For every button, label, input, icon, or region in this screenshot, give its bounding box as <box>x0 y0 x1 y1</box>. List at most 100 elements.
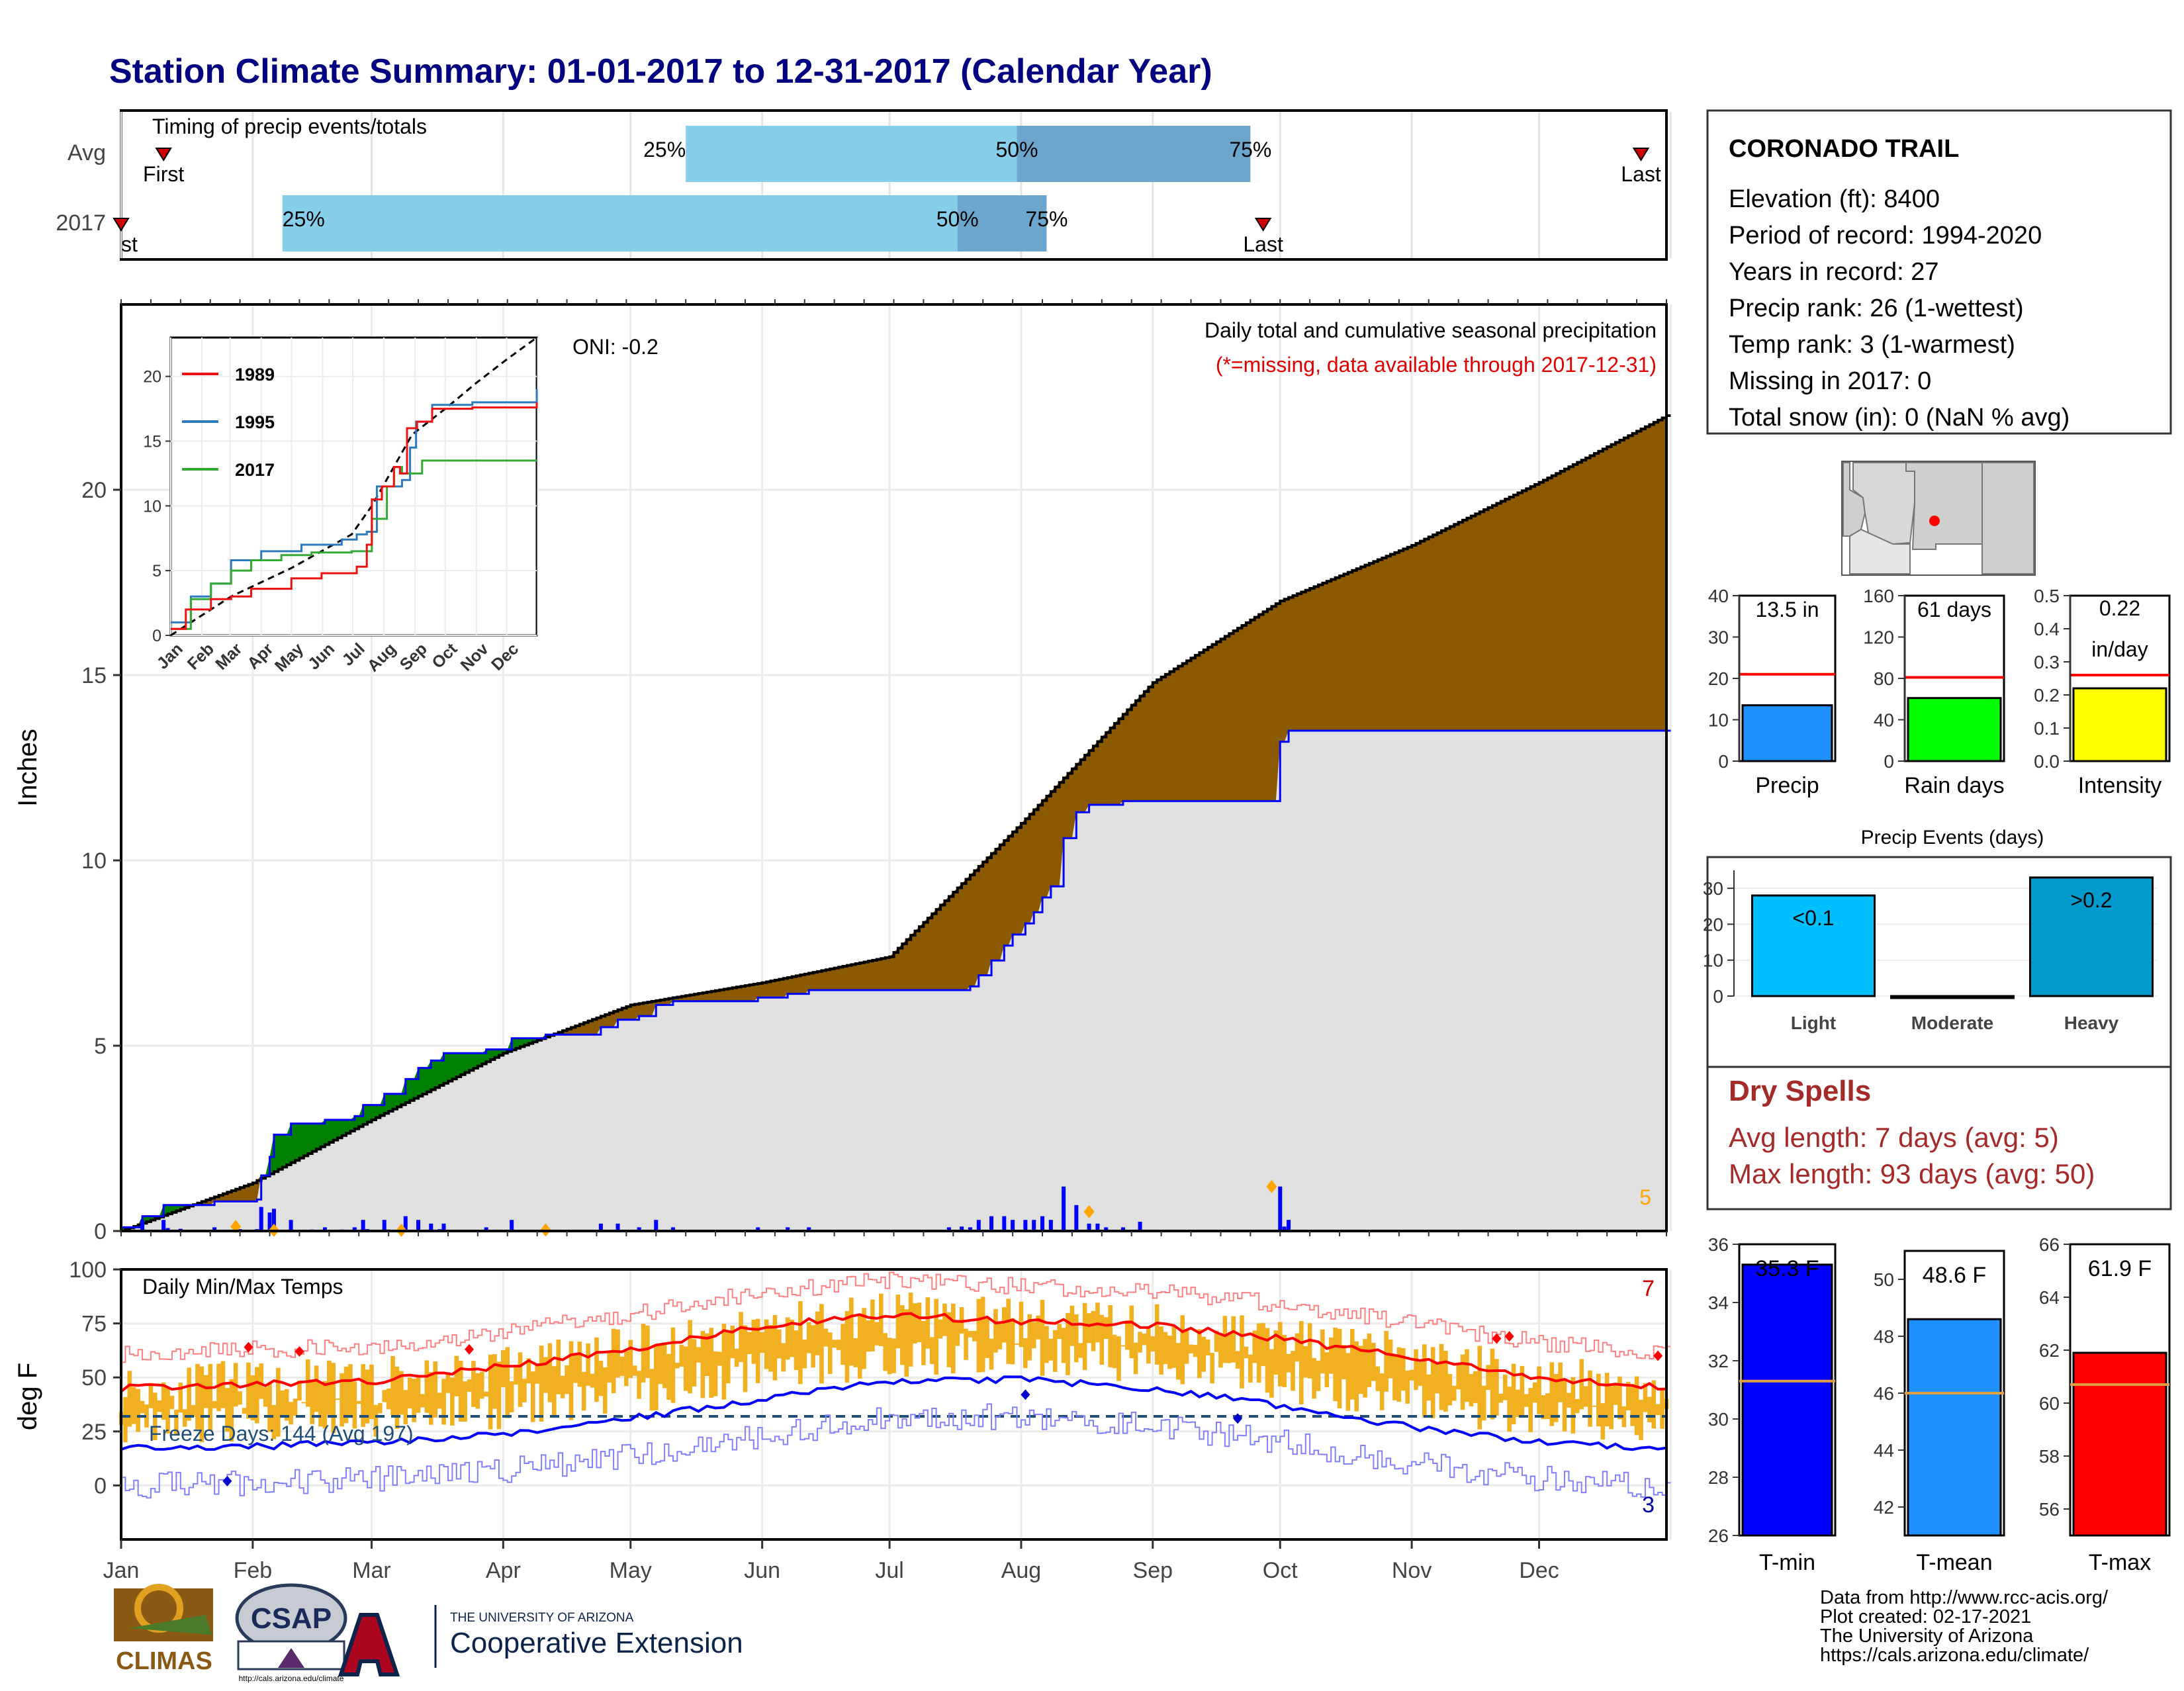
daily-temp-range-bar <box>212 1400 217 1408</box>
daily-temp-range-bar <box>1498 1393 1504 1403</box>
daily-precip-bar <box>212 1227 217 1231</box>
first-event-marker <box>113 218 130 232</box>
timing-bar-50-75 <box>1017 126 1251 182</box>
daily-temp-range-bar <box>178 1383 183 1413</box>
daily-temp-range-bar <box>768 1324 773 1372</box>
daily-temp-range-bar <box>284 1389 289 1421</box>
daily-temp-range-bar <box>1392 1355 1397 1400</box>
daily-temp-range-bar <box>348 1364 353 1418</box>
daily-temp-range-bar <box>891 1338 896 1373</box>
daily-temp-range-bar <box>250 1375 255 1420</box>
last-event-marker <box>1632 148 1650 161</box>
daily-temp-range-bar <box>1091 1310 1096 1351</box>
daily-temp-range-bar <box>611 1328 616 1394</box>
month-label: Jun <box>744 1558 780 1583</box>
daily-temp-range-bar <box>1052 1330 1058 1372</box>
daily-temp-range-bar <box>1261 1323 1265 1366</box>
info-line-temp-rank: Temp rank: 3 (1-warmest) <box>1729 331 2015 359</box>
daily-precip-bar <box>654 1220 659 1231</box>
temp-summary-category-label: T-max <box>2089 1550 2151 1575</box>
mini-bar-tick-label: 120 <box>1863 627 1894 648</box>
daily-precip-bar <box>484 1227 488 1231</box>
events-category-label: Moderate <box>1911 1013 1993 1033</box>
daily-temp-range-bar <box>1269 1349 1274 1398</box>
daily-temp-range-bar <box>993 1308 998 1353</box>
daily-precip-bar <box>271 1209 276 1231</box>
inset-y-tick-label: 20 <box>143 368 161 387</box>
precip-y-label: Inches <box>13 729 42 807</box>
daily-temp-range-bar <box>1299 1320 1304 1404</box>
precip-base-area <box>121 731 1666 1231</box>
daily-temp-range-bar <box>1486 1365 1490 1391</box>
daily-temp-range-bar <box>1154 1304 1160 1365</box>
last-event-label: Last <box>1243 232 1283 256</box>
inset-y-tick-label: 0 <box>152 627 161 645</box>
daily-temp-range-bar <box>1193 1345 1198 1357</box>
daily-temp-range-bar <box>199 1366 205 1443</box>
daily-temp-range-bar <box>985 1317 989 1358</box>
daily-temp-range-bar <box>972 1330 977 1342</box>
month-label: Dec <box>1519 1558 1559 1583</box>
timing-p75-label: 75% <box>1025 207 1068 231</box>
temp-y-tick-label: 50 <box>81 1365 107 1391</box>
temp-summary-value-label: 48.6 F <box>1923 1263 1986 1288</box>
daily-temp-range-bar <box>938 1319 943 1339</box>
daily-temp-range-bar <box>565 1365 569 1394</box>
daily-temp-range-bar <box>887 1338 892 1375</box>
daily-temp-range-bar <box>1469 1373 1474 1406</box>
daily-temp-range-bar <box>1396 1347 1402 1402</box>
daily-temp-range-bar <box>182 1409 187 1427</box>
daily-temp-range-bar <box>1146 1328 1151 1364</box>
daily-temp-range-bar <box>1108 1305 1113 1367</box>
ua-name-small: THE UNIVERSITY OF ARIZONA <box>450 1611 634 1625</box>
precip-missing-note: (*=missing, data available through 2017-… <box>1216 353 1657 377</box>
temp-label: Daily Min/Max Temps <box>142 1275 343 1299</box>
daily-temp-range-bar <box>169 1395 175 1410</box>
daily-temp-range-bar <box>1609 1386 1614 1430</box>
daily-temp-range-bar <box>428 1372 433 1425</box>
month-label: May <box>610 1558 652 1583</box>
daily-temp-range-bar <box>1082 1303 1087 1370</box>
daily-precip-bar <box>1087 1223 1091 1231</box>
temp-summary-category-label: T-mean <box>1916 1550 1992 1575</box>
daily-temp-range-bar <box>1125 1320 1130 1350</box>
daily-temp-range-bar <box>1214 1330 1219 1352</box>
daily-temp-range-bar <box>1286 1353 1291 1373</box>
daily-temp-range-bar <box>1248 1354 1253 1383</box>
ua-a-icon <box>338 1613 400 1676</box>
daily-temp-range-bar <box>1197 1329 1202 1379</box>
daily-temp-range-bar <box>1660 1389 1664 1429</box>
daily-temp-range-bar <box>1443 1350 1448 1412</box>
csap-logo-text: CSAP <box>251 1602 332 1635</box>
mini-bar-tick-label: 160 <box>1863 586 1894 606</box>
daily-temp-range-bar <box>679 1344 684 1367</box>
dry-spells-box: Dry Spells Avg length: 7 days (avg: 5) M… <box>1706 1066 2172 1211</box>
daily-temp-range-bar <box>997 1323 1003 1349</box>
daily-precip-bar <box>1048 1220 1053 1231</box>
timing-label: Timing of precip events/totals <box>152 114 427 138</box>
daily-temp-range-bar <box>704 1333 709 1376</box>
daily-precip-bar <box>267 1212 272 1231</box>
daily-temp-range-bar <box>1643 1383 1648 1412</box>
daily-temp-range-bar <box>870 1299 875 1351</box>
daily-temp-range-bar <box>390 1355 395 1416</box>
climas-logo: CLIMAS <box>114 1584 213 1675</box>
daily-temp-range-bar <box>416 1377 421 1413</box>
daily-temp-range-bar <box>1201 1336 1206 1372</box>
daily-temp-range-bar <box>1422 1344 1427 1418</box>
daily-temp-range-bar <box>165 1387 170 1434</box>
temp-y-axis: 0 25 50 75 100 <box>69 1257 121 1498</box>
mini-bar-tick-label: 0 <box>1884 751 1894 772</box>
daily-temp-range-bar <box>203 1375 208 1408</box>
daily-temp-range-bar <box>1218 1334 1223 1368</box>
daily-temp-range-bar <box>1350 1328 1355 1400</box>
temp-summary-tick-label: 42 <box>1874 1497 1894 1518</box>
daily-precip-bar <box>1002 1216 1007 1231</box>
daily-temp-range-bar <box>331 1363 336 1434</box>
month-label: Oct <box>1263 1558 1298 1583</box>
daily-temp-range-bar <box>1516 1389 1520 1417</box>
daily-temp-range-bar <box>670 1327 676 1403</box>
daily-temp-range-bar <box>895 1295 901 1349</box>
daily-temp-range-bar <box>794 1330 799 1371</box>
daily-temp-range-bar <box>1532 1382 1537 1403</box>
